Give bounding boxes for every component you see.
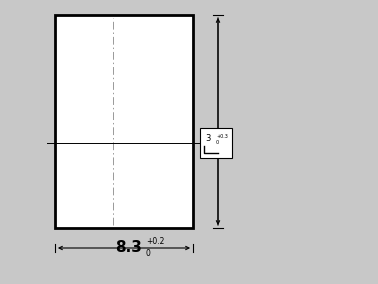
- Text: +0.3: +0.3: [216, 134, 228, 139]
- Text: 3: 3: [205, 134, 211, 143]
- Bar: [55, 15, 193, 228]
- Text: 0: 0: [216, 140, 219, 145]
- Text: 8.3: 8.3: [116, 241, 143, 256]
- Bar: [200, 128, 232, 158]
- Text: 0: 0: [146, 249, 151, 258]
- Text: +0.2: +0.2: [146, 237, 164, 246]
